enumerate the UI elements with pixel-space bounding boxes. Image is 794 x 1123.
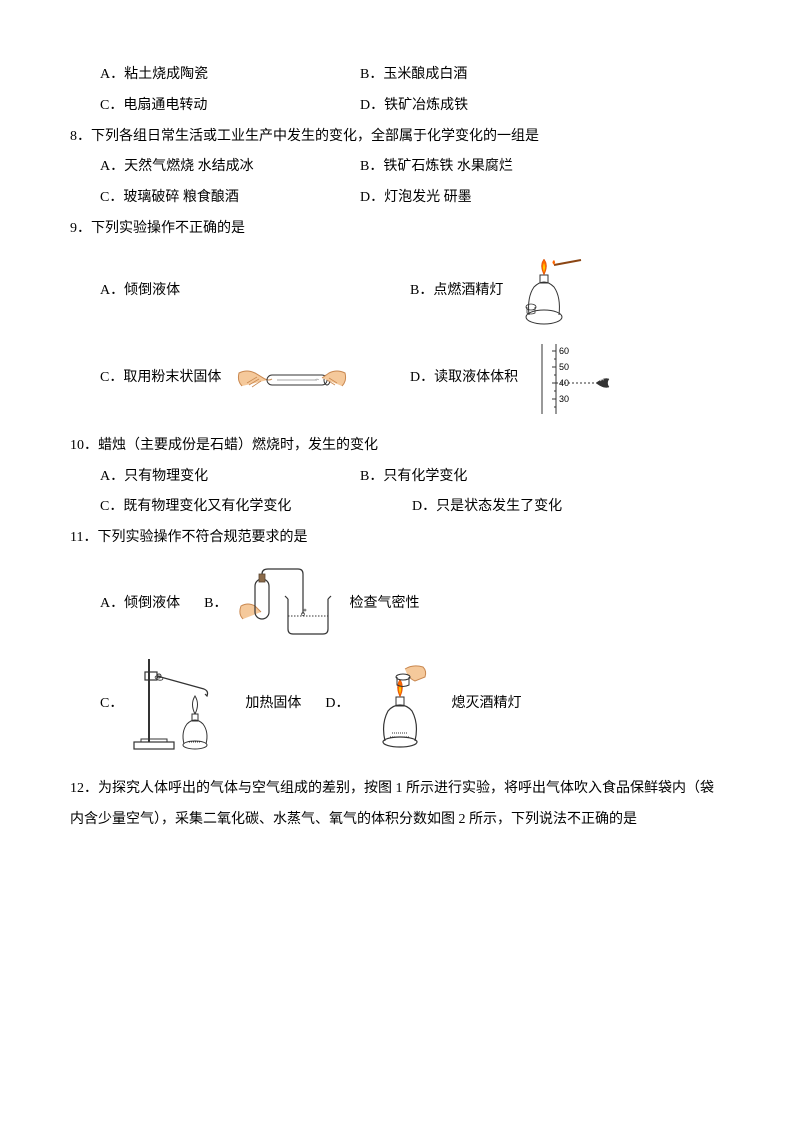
- q8-option-d: D．灯泡发光 研墨: [360, 183, 620, 214]
- q11-option-a-text: 倾倒液体: [124, 589, 180, 620]
- q7-option-a: A．粘土烧成陶瓷: [100, 60, 360, 91]
- q11-option-b-text: 检查气密性: [349, 589, 419, 620]
- q11-option-c-text: 加热固体: [245, 689, 301, 720]
- read-volume-icon: 60 50 40 30: [524, 339, 614, 419]
- airtight-check-icon: [233, 564, 343, 644]
- q11-option-d-letter: D．: [325, 689, 349, 720]
- q7-option-d: D．铁矿冶炼成铁: [360, 91, 620, 122]
- heat-solid-icon: [129, 654, 239, 754]
- extinguish-lamp-icon: [355, 659, 445, 749]
- q8-option-a: A．天然气燃烧 水结成冰: [100, 152, 360, 183]
- q7-option-c: C．电扇通电转动: [100, 91, 360, 122]
- q8-row1: A．天然气燃烧 水结成冰 B．铁矿石炼铁 水果腐烂: [100, 152, 724, 183]
- q12-stem: 12．为探究人体呼出的气体与空气组成的差别，按图 1 所示进行实验，将呼出气体吹…: [70, 774, 724, 836]
- q10-option-c: C．既有物理变化又有化学变化: [100, 492, 412, 523]
- q8-row2: C．玻璃破碎 粮食酿酒 D．灯泡发光 研墨: [100, 183, 724, 214]
- cyl-mark-60: 60: [559, 346, 569, 356]
- cyl-mark-30: 30: [559, 394, 569, 404]
- q9-option-a: A．倾倒液体: [100, 276, 180, 307]
- q7-row1: A．粘土烧成陶瓷 B．玉米酿成白酒: [100, 60, 724, 91]
- q9-row1: A．倾倒液体 B．点燃酒精灯: [100, 257, 724, 327]
- q11-option-a-letter: A．: [100, 589, 124, 620]
- powder-solid-icon: [227, 351, 357, 406]
- q11-row2: C． 加热固体 D．: [100, 654, 724, 754]
- q7-row2: C．电扇通电转动 D．铁矿冶炼成铁: [100, 91, 724, 122]
- q8-option-c: C．玻璃破碎 粮食酿酒: [100, 183, 360, 214]
- q8-stem: 8．下列各组日常生活或工业生产中发生的变化，全部属于化学变化的一组是: [70, 122, 724, 153]
- q11-option-d-text: 熄灭酒精灯: [451, 689, 521, 720]
- q10-row2: C．既有物理变化又有化学变化 D．只是状态发生了变化: [100, 492, 724, 523]
- q9-option-b: B．点燃酒精灯: [410, 276, 503, 307]
- q10-option-b: B．只有化学变化: [360, 462, 620, 493]
- q11-option-c-letter: C．: [100, 689, 123, 720]
- alcohol-lamp-lighting-icon: [509, 257, 589, 327]
- q9-option-d: D．读取液体体积: [410, 363, 518, 394]
- q9-stem: 9．下列实验操作不正确的是: [70, 214, 724, 245]
- q10-option-a: A．只有物理变化: [100, 462, 360, 493]
- q11-row1: A． 倾倒液体 B． 检查气密性: [100, 564, 724, 644]
- q11-option-b-letter: B．: [204, 589, 227, 620]
- q8-option-b: B．铁矿石炼铁 水果腐烂: [360, 152, 620, 183]
- cyl-mark-50: 50: [559, 362, 569, 372]
- q11-stem: 11．下列实验操作不符合规范要求的是: [70, 523, 724, 554]
- q9-row2: C．取用粉末状固体 D．读取液体体积 60: [100, 339, 724, 419]
- q10-option-d: D．只是状态发生了变化: [412, 492, 724, 523]
- q9-option-c: C．取用粉末状固体: [100, 363, 221, 394]
- q10-stem: 10．蜡烛（主要成份是石蜡）燃烧时，发生的变化: [70, 431, 724, 462]
- q10-row1: A．只有物理变化 B．只有化学变化: [100, 462, 724, 493]
- q7-option-b: B．玉米酿成白酒: [360, 60, 620, 91]
